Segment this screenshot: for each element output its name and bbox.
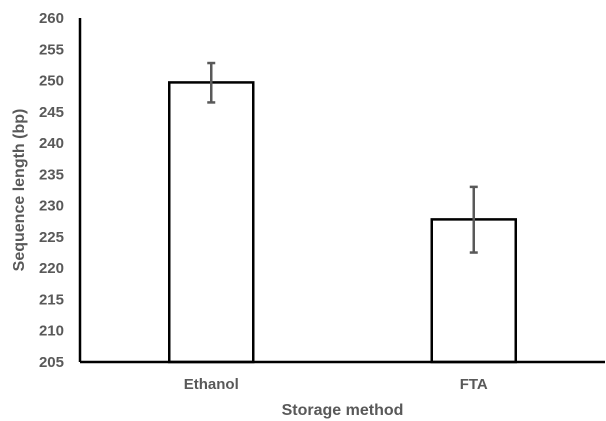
y-tick-label: 205 (39, 354, 64, 371)
y-tick-label: 210 (39, 323, 64, 340)
y-tick-label: 260 (39, 10, 64, 27)
error-bars (207, 61, 478, 254)
x-axis-title: Storage method (282, 402, 404, 419)
bar-ethanol (168, 81, 255, 364)
y-tick-label: 225 (39, 229, 64, 246)
x-tick-label: Ethanol (184, 376, 239, 393)
y-tick-label: 255 (39, 41, 64, 58)
x-tick-label: FTA (460, 376, 488, 393)
y-tick-label: 240 (39, 135, 64, 152)
y-tick-label: 230 (39, 198, 64, 215)
y-tick-label: 245 (39, 104, 64, 121)
y-tick-label: 235 (39, 166, 64, 183)
y-axis-ticks: 205 210 215 220 225 230 235 240 245 250 255 260 (39, 10, 64, 371)
y-axis-title: Sequence length (bp) (11, 109, 28, 272)
y-tick-label: 250 (39, 73, 64, 90)
y-tick-label: 215 (39, 291, 64, 308)
bars (168, 81, 517, 364)
y-tick-label: 220 (39, 260, 64, 277)
x-axis-ticks: Ethanol FTA (184, 376, 488, 393)
